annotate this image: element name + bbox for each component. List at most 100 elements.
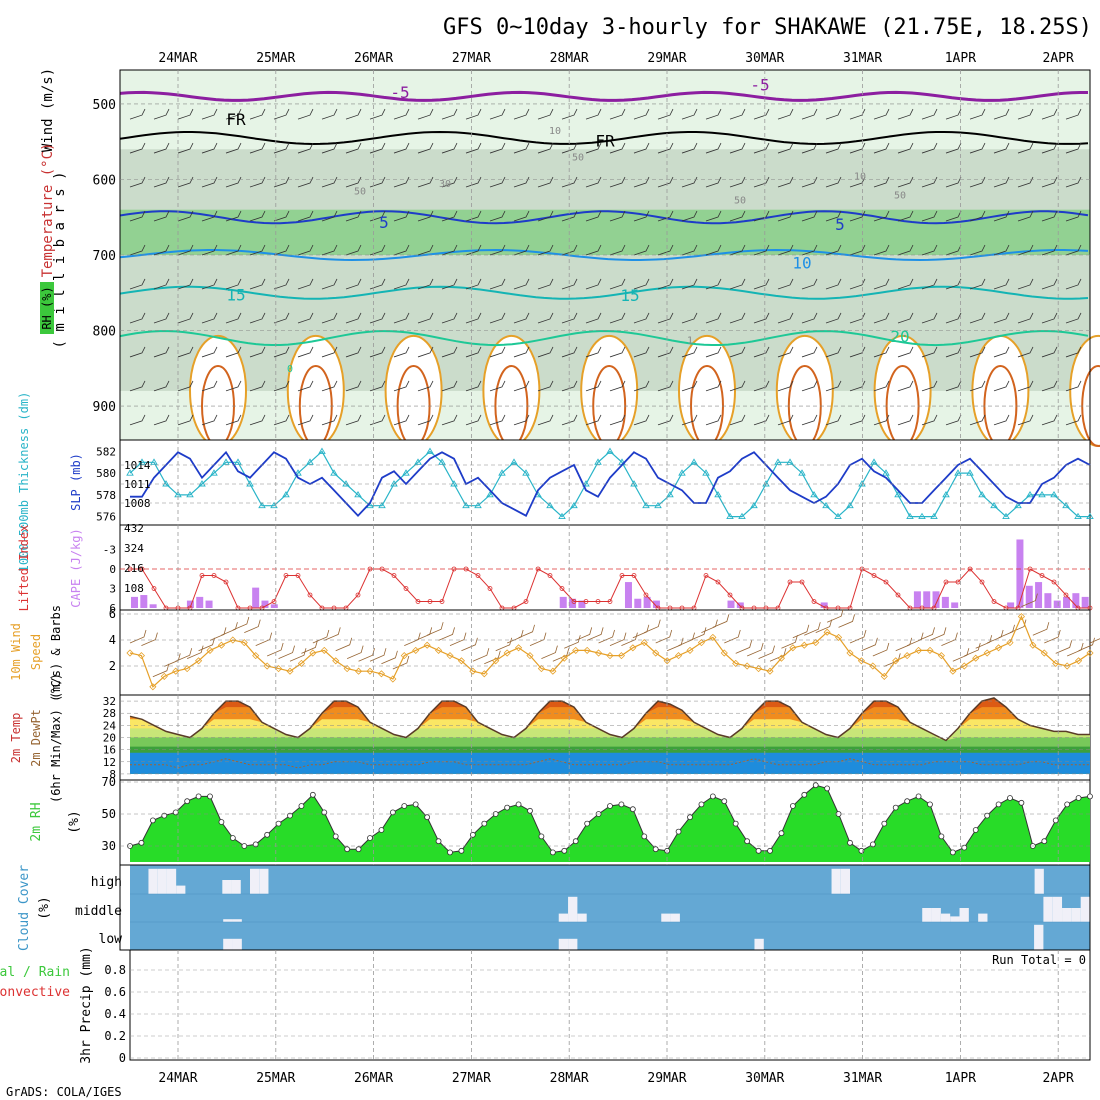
wind-barb (177, 380, 194, 392)
cape-bar (196, 596, 204, 608)
rh-marker (812, 782, 819, 789)
wind-barb (513, 278, 530, 290)
date-label-bottom: 1APR (945, 1071, 976, 1086)
date-label-bottom: 29MAR (647, 1071, 686, 1086)
thickness-marker (906, 512, 914, 520)
wind-barb (777, 278, 794, 290)
wind-barb (633, 108, 650, 120)
wind-barb (657, 346, 674, 358)
wind-barb (201, 142, 218, 154)
wind-barb (897, 278, 914, 290)
wind-barb (321, 414, 338, 426)
cloud-gap-bar (568, 938, 578, 950)
wind-barb (465, 244, 482, 256)
wind-barb (393, 414, 410, 426)
thickness-marker (414, 458, 422, 465)
bottom-date-axis: 24MAR 25MAR 26MAR 27MAR 28MAR 29MAR 30MAR 31MAR… (158, 1071, 1074, 1086)
wind-barb (993, 210, 1010, 222)
thickness-marker (150, 458, 158, 465)
wind-speed-marker (640, 639, 648, 647)
wind-barb (225, 278, 242, 290)
wind-barb (369, 346, 386, 358)
wind-barb (249, 244, 266, 256)
wind-barb (489, 278, 506, 290)
wind-barb (393, 380, 410, 392)
thickness-marker (1002, 512, 1010, 520)
rh-marker (1007, 795, 1013, 801)
wind-speed-marker (777, 654, 785, 662)
wind-barb (489, 414, 506, 426)
thickness-marker (234, 458, 242, 465)
cape-bar (1044, 593, 1052, 608)
wind-barb-10m (815, 619, 833, 633)
thickness-marker (666, 490, 674, 498)
thickness-marker (606, 447, 614, 454)
wind-barb-10m (849, 629, 867, 644)
thickness-marker (558, 512, 566, 520)
rh-marker (138, 839, 145, 846)
wind-speed-marker (126, 649, 134, 657)
wind-barb-10m (552, 648, 570, 662)
cape-bar (727, 600, 735, 608)
thickness-marker (546, 501, 554, 509)
wind-speed-marker (937, 652, 945, 660)
wind-barb-10m (289, 648, 307, 662)
wind-barb-10m (792, 624, 810, 639)
wind-barb-10m (655, 629, 673, 644)
wind-barb (321, 244, 338, 256)
wind-barb (225, 414, 242, 426)
date-label-top: 1APR (945, 51, 976, 66)
thickness-marker (1038, 490, 1046, 498)
thickness-marker (306, 458, 314, 465)
wind-barb (681, 414, 698, 426)
thickness-marker (966, 469, 974, 476)
lifted-index-marker (871, 573, 877, 578)
wind-barb (825, 244, 842, 256)
cape-bar (624, 582, 632, 608)
lifted-index-marker (271, 599, 277, 604)
wind-barb-10m (781, 635, 798, 649)
date-label-bottom: 27MAR (452, 1071, 491, 1086)
wind-speed-marker (183, 665, 191, 673)
temp-tick: 16 (103, 744, 116, 757)
wind-barb (1065, 380, 1082, 392)
wind-barb (585, 142, 602, 154)
lifted-index-marker (979, 579, 985, 585)
wind-barb (489, 380, 506, 392)
wind-barb (489, 108, 506, 120)
wind-speed-marker (652, 649, 660, 657)
contour-label: FR (226, 110, 246, 129)
wind-barb (969, 210, 986, 222)
rh-marker (264, 831, 271, 838)
contour-label: 5 (835, 215, 845, 234)
wind-barb (873, 210, 890, 222)
rh2m-unit: (%) (67, 810, 82, 833)
wind-barb (537, 414, 554, 426)
wind-barb (225, 312, 242, 324)
wind-barb (297, 346, 314, 358)
wind-barb (969, 312, 986, 324)
rh-marker (252, 841, 259, 848)
wind-barb (681, 380, 698, 392)
wind-barb (1065, 176, 1082, 188)
wind-barb (921, 312, 938, 324)
wind-barb (417, 312, 434, 324)
wind-barb-10m (484, 650, 501, 665)
thickness-marker (486, 490, 494, 498)
contour-label: 0 (287, 364, 293, 375)
wind-barb-10m (598, 629, 615, 644)
wind-barb (585, 210, 602, 222)
lifted-index-marker (631, 573, 637, 578)
wind-barb (537, 210, 554, 222)
lifted-index-marker (727, 592, 733, 598)
wind-speed-marker (926, 646, 934, 654)
rh-marker (927, 801, 933, 808)
rh-marker (229, 835, 236, 841)
wind-speed-marker (492, 657, 500, 665)
wind-barb (537, 278, 554, 290)
cape-bar (131, 596, 138, 608)
contour-label: 15 (226, 285, 245, 304)
precip-ticks: 0.8 0.6 0.4 0.2 0 (104, 963, 1090, 1065)
rh-marker (1087, 793, 1093, 800)
